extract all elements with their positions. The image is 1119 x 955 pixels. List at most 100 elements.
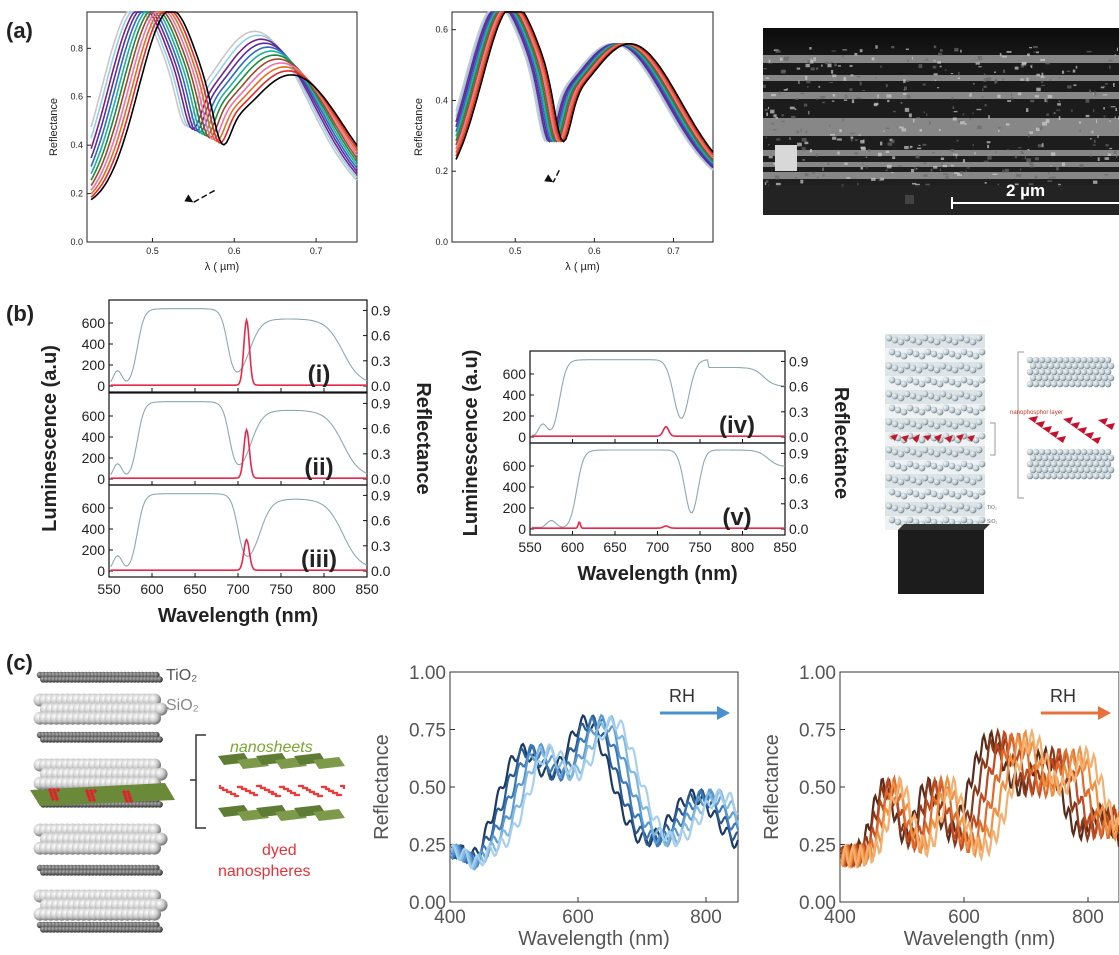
sem-grain bbox=[903, 93, 907, 96]
sem-grain bbox=[1028, 183, 1034, 187]
sem-grain bbox=[1047, 94, 1053, 99]
sem-grain bbox=[1093, 91, 1097, 96]
dyed-nanosphere bbox=[49, 791, 53, 795]
sem-grain bbox=[885, 150, 890, 154]
sem-grain bbox=[957, 77, 961, 80]
chart-a-left: 0.5 0.6 0.7 0.0 0.2 0.4 0.6 0.8 λ ( µm) Reflectan… bbox=[48, 11, 358, 273]
nanoparticle bbox=[966, 406, 974, 414]
y-tick-label: 0.6 bbox=[435, 25, 448, 35]
nanoparticle bbox=[927, 420, 935, 428]
nanoparticle bbox=[1062, 448, 1070, 456]
sem-grain bbox=[950, 164, 954, 167]
nanophosphor-flake bbox=[1077, 427, 1087, 434]
nanoparticle bbox=[885, 446, 893, 454]
dyed-nanosphere bbox=[259, 786, 263, 790]
sem-grain bbox=[775, 175, 780, 180]
nanoparticle bbox=[897, 422, 905, 430]
nanosheets-label: nanosheets bbox=[230, 739, 313, 756]
nanoparticle bbox=[894, 490, 902, 498]
nanoparticle bbox=[1095, 454, 1103, 462]
nanoparticle bbox=[1107, 454, 1115, 462]
nanophosphor-flake bbox=[967, 435, 975, 442]
sem-micrograph: 2 µm bbox=[763, 28, 1119, 215]
y-tick-label: 0.4 bbox=[70, 140, 83, 150]
sem-grain bbox=[1109, 120, 1111, 123]
x-tick-label: 0.6 bbox=[588, 246, 601, 256]
sem-grain bbox=[803, 103, 808, 107]
nanoparticle bbox=[945, 504, 953, 512]
sem-grain bbox=[887, 99, 890, 103]
tio2-label-b: TiO₂ bbox=[987, 505, 997, 511]
nanophosphor-flake bbox=[945, 435, 953, 443]
sem-grain bbox=[875, 77, 877, 79]
nanoparticle bbox=[927, 504, 935, 512]
sem-grain bbox=[957, 173, 963, 176]
sem-grain bbox=[1093, 139, 1096, 144]
x-tick-label: 650 bbox=[603, 539, 627, 555]
sem-grain bbox=[1026, 108, 1029, 112]
sem-grain bbox=[858, 134, 861, 136]
sem-grain bbox=[1097, 135, 1099, 138]
sem-grain bbox=[1020, 78, 1024, 81]
nanoparticle bbox=[975, 334, 983, 342]
nanoparticle bbox=[903, 362, 911, 370]
luminescence-curve bbox=[110, 538, 367, 571]
sem-grain bbox=[1002, 69, 1006, 73]
y-tick-label: 0.0 bbox=[70, 237, 83, 247]
sem-grain bbox=[923, 162, 927, 165]
sem-grain bbox=[944, 69, 947, 71]
rh-label: RH bbox=[1050, 686, 1076, 706]
nanoparticle bbox=[960, 516, 968, 524]
sem-grain bbox=[891, 45, 895, 49]
dyed-nanosphere bbox=[53, 791, 57, 795]
nanoparticle bbox=[1104, 472, 1112, 480]
y2-tick-label: 0.6 bbox=[371, 513, 391, 529]
sem-grain bbox=[1100, 86, 1105, 89]
nanoparticle bbox=[1083, 362, 1091, 370]
dyed-nanosphere bbox=[128, 796, 132, 800]
nanoparticle bbox=[900, 352, 908, 360]
sem-grain bbox=[995, 151, 997, 153]
sem-grain bbox=[768, 59, 771, 63]
sem-grain bbox=[773, 162, 776, 166]
sem-grain bbox=[1007, 100, 1012, 102]
sem-grain bbox=[877, 152, 882, 157]
dyed-nanosphere bbox=[218, 784, 222, 788]
sem-grain bbox=[843, 77, 847, 81]
y-tick-label: 200 bbox=[82, 357, 106, 373]
sem-grain bbox=[978, 66, 982, 68]
nanoparticle bbox=[156, 801, 163, 808]
plot-frame bbox=[449, 671, 739, 903]
dyed-nanosphere bbox=[93, 789, 97, 793]
nanoparticle bbox=[1068, 472, 1076, 480]
sem-grain bbox=[1020, 150, 1024, 154]
sem-grain bbox=[1026, 53, 1030, 57]
nanophosphor-flake bbox=[1084, 432, 1094, 439]
sem-grain bbox=[926, 57, 929, 59]
sem-grain bbox=[994, 78, 998, 83]
nanoparticle bbox=[939, 418, 947, 426]
y2-tick-label: 0.3 bbox=[789, 404, 809, 420]
dyed-nanosphere bbox=[289, 791, 293, 795]
nanoparticle bbox=[933, 394, 941, 402]
sem-grain bbox=[982, 88, 984, 92]
y-tick-label: 200 bbox=[82, 450, 106, 466]
nanoparticle bbox=[1062, 472, 1070, 480]
sem-grain bbox=[1056, 109, 1061, 111]
dyed-nanosphere bbox=[236, 785, 240, 789]
sem-grain bbox=[904, 86, 907, 90]
sem-grain bbox=[983, 160, 989, 162]
sem-grain bbox=[1006, 149, 1010, 151]
nanoparticle bbox=[1029, 454, 1037, 462]
y2-tick-label: 0.0 bbox=[789, 429, 809, 445]
nanoparticle bbox=[1095, 374, 1103, 382]
nanoparticle bbox=[912, 350, 920, 358]
y-tick-label: 0.25 bbox=[409, 836, 446, 857]
nanoparticle bbox=[912, 518, 920, 526]
y2-tick-label: 0.6 bbox=[371, 328, 391, 344]
sem-grain bbox=[875, 45, 878, 49]
chart-b-stacked-left: 02004006000.00.30.60.9(i)02004006000.00.… bbox=[39, 299, 434, 627]
sem-grain bbox=[1058, 116, 1061, 120]
nanoparticle bbox=[900, 380, 908, 388]
sem-grain bbox=[800, 92, 805, 95]
